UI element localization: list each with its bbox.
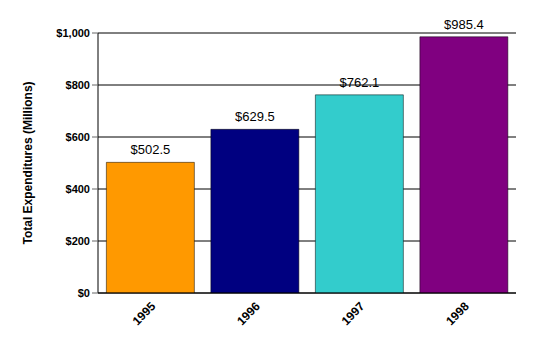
svg-text:1995: 1995 [130,299,159,328]
svg-text:1998: 1998 [443,299,472,328]
svg-text:$629.5: $629.5 [235,109,275,124]
svg-text:$800: $800 [66,79,90,91]
svg-text:$1,000: $1,000 [56,27,90,39]
svg-text:$400: $400 [66,183,90,195]
svg-text:$762.1: $762.1 [339,75,379,90]
svg-text:1996: 1996 [234,299,263,328]
svg-text:$985.4: $985.4 [444,17,484,32]
svg-text:1997: 1997 [339,299,368,328]
svg-text:Total Expenditures (Millions): Total Expenditures (Millions) [21,81,35,244]
svg-text:$200: $200 [66,235,90,247]
svg-text:$502.5: $502.5 [130,142,170,157]
svg-text:$0: $0 [78,287,90,299]
svg-text:$600: $600 [66,131,90,143]
